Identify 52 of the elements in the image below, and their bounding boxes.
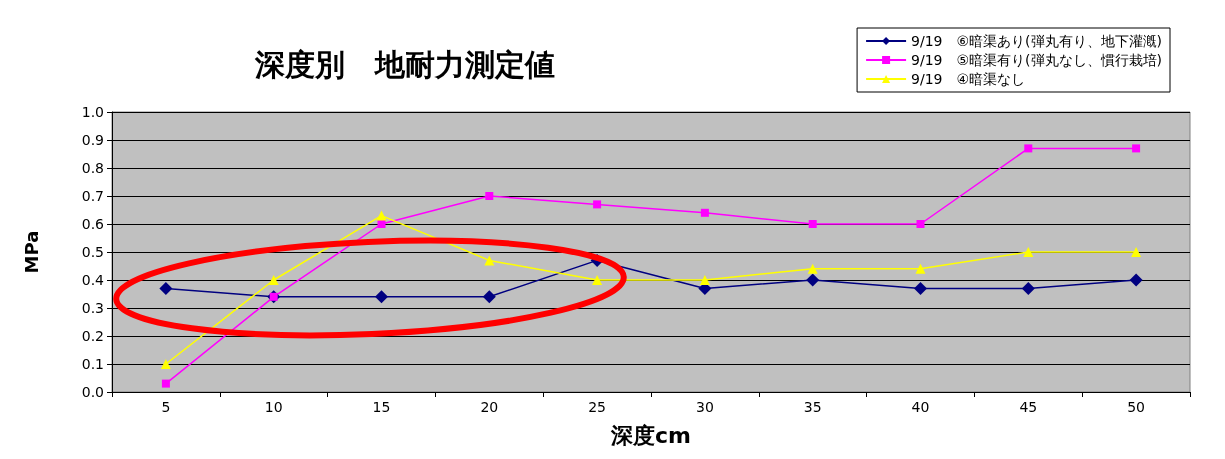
x-tick-label: 20	[480, 399, 499, 415]
point	[484, 255, 495, 266]
point	[161, 379, 170, 388]
point	[915, 263, 926, 274]
y-tick-label: 0.5	[81, 244, 104, 260]
y-tick-label: 0.6	[81, 216, 105, 232]
point	[808, 220, 817, 228]
point	[806, 273, 820, 287]
legend-label: 9/19 ⑥暗渠あり(弾丸有り、地下灌漑)	[911, 33, 1163, 49]
point	[1132, 144, 1141, 153]
point	[592, 275, 603, 285]
point	[268, 275, 279, 285]
point	[376, 210, 387, 221]
point	[159, 281, 173, 295]
y-tick-label: 0.3	[81, 300, 104, 316]
chart-title: 深度別 地耐力測定値	[254, 46, 555, 82]
point	[1024, 144, 1033, 153]
point	[1023, 247, 1034, 257]
point	[593, 200, 602, 209]
point	[914, 281, 927, 295]
point	[700, 208, 709, 217]
y-tick-label: 0.4	[81, 272, 105, 288]
point	[1131, 247, 1142, 257]
point	[699, 275, 710, 285]
y-tick-label: 1.0	[81, 104, 104, 120]
x-tick-label: 5	[161, 399, 171, 415]
x-tick-label: 35	[803, 399, 822, 415]
x-tick-label: 50	[1127, 399, 1146, 415]
y-tick-label: 0.1	[81, 356, 104, 372]
y-tick-label: 0.0	[81, 384, 104, 400]
legend-label: 9/19 ⑤暗渠有り(弾丸なし、慣行栽培)	[911, 52, 1163, 68]
point	[1021, 281, 1035, 295]
x-tick-label: 25	[588, 399, 607, 415]
legend-label: 9/19 ④暗渠なし	[911, 71, 1026, 87]
y-axis-title: MPa	[20, 230, 42, 274]
point	[160, 359, 171, 369]
x-tick-label: 45	[1019, 399, 1038, 415]
x-tick-label: 15	[372, 399, 391, 415]
point	[1129, 273, 1143, 287]
y-tick-label: 0.2	[81, 328, 104, 344]
point	[807, 263, 818, 274]
x-tick-label: 40	[911, 399, 930, 415]
x-tick-label: 10	[264, 399, 283, 415]
point	[485, 192, 494, 200]
point	[916, 220, 925, 228]
y-tick-label: 0.7	[81, 188, 104, 204]
point	[482, 290, 496, 304]
x-tick-label: 30	[695, 399, 714, 415]
y-tick-label: 0.8	[81, 160, 104, 176]
y-tick-label: 0.9	[81, 132, 104, 148]
point	[375, 290, 388, 304]
x-axis-title: 深度cm	[610, 422, 691, 448]
